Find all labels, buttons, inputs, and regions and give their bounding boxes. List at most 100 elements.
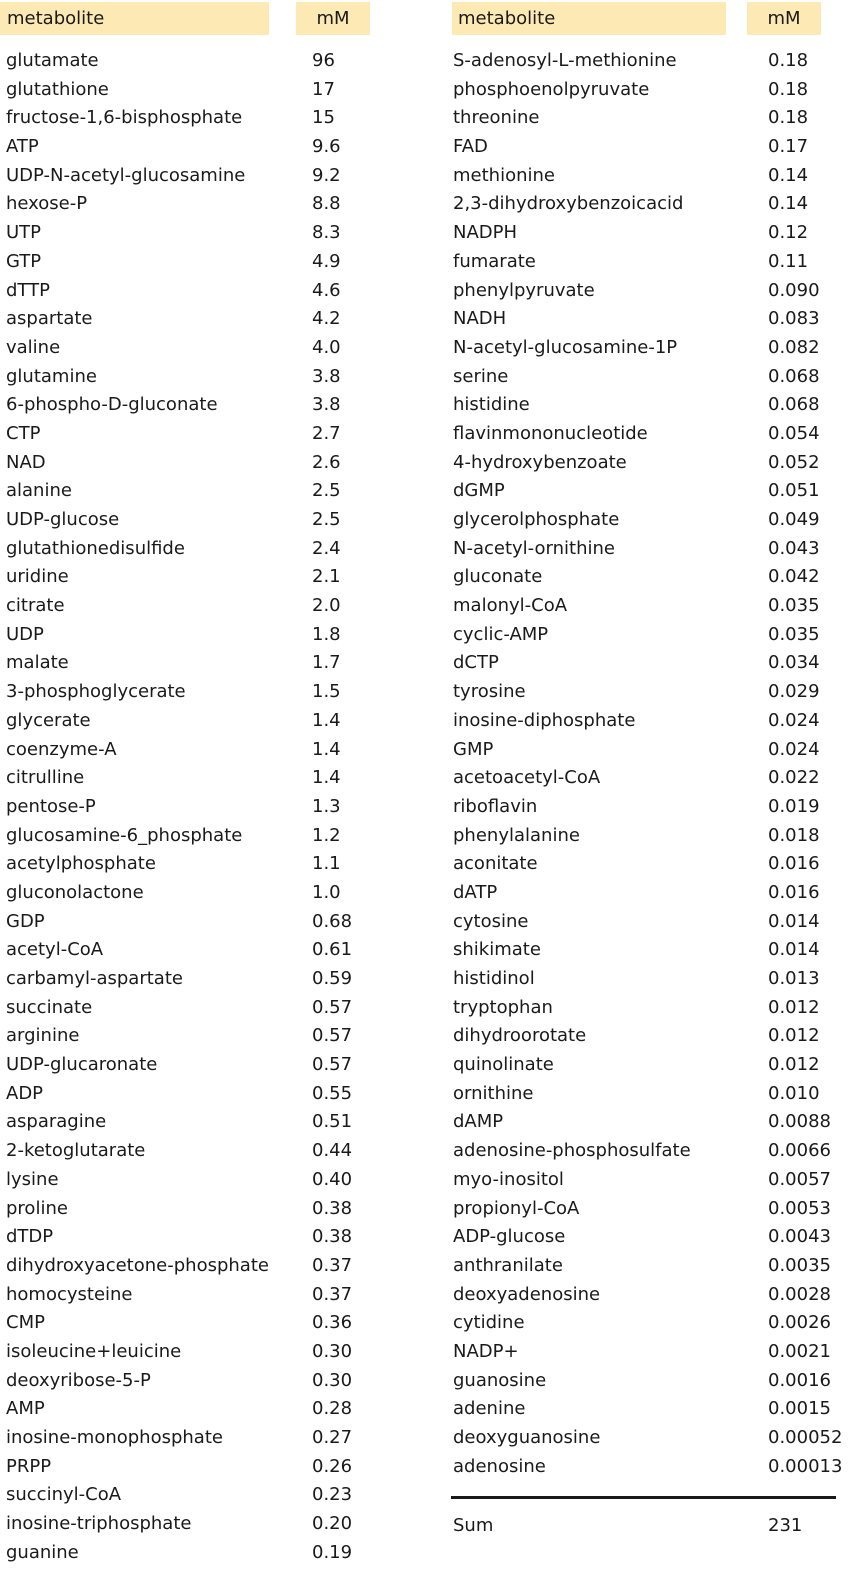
metabolite-name: UTP xyxy=(6,222,42,244)
concentration-value: 0.082 xyxy=(768,336,820,358)
metabolite-name: 3-phosphoglycerate xyxy=(6,681,186,703)
metabolite-name: valine xyxy=(6,336,61,358)
concentration-value: 0.0043 xyxy=(768,1226,831,1248)
metabolite-name: cytidine xyxy=(453,1312,525,1334)
concentration-value: 0.068 xyxy=(768,365,820,387)
table-row: dGMP 0.051 xyxy=(446,477,846,506)
table-row: UDP-N-acetyl-glucosamine 9.2 xyxy=(0,162,380,191)
metabolite-name: quinolinate xyxy=(453,1054,554,1076)
concentration-value: 2.0 xyxy=(312,595,341,617)
metabolite-name: PRPP xyxy=(6,1455,52,1477)
metabolite-name: phenylpyruvate xyxy=(453,279,595,301)
metabolite-name: guanine xyxy=(6,1541,79,1563)
metabolite-name: adenosine-phosphosulfate xyxy=(453,1140,691,1162)
concentration-value: 0.0026 xyxy=(768,1312,831,1334)
table-row: glutamine 3.8 xyxy=(0,363,380,392)
metabolite-name: deoxyguanosine xyxy=(453,1427,601,1448)
concentration-value: 2.6 xyxy=(312,451,341,473)
table-row: phosphoenolpyruvate 0.18 xyxy=(446,76,846,105)
table-row: ADP-glucose 0.0043 xyxy=(446,1223,846,1252)
concentration-value: 0.17 xyxy=(768,136,809,158)
metabolite-name: aconitate xyxy=(453,853,538,875)
metabolite-name: lysine xyxy=(6,1168,59,1190)
table-row: glutamate 96 xyxy=(0,47,380,76)
table-row: succinyl-CoA 0.23 xyxy=(0,1481,380,1510)
sum-value: 231 xyxy=(768,1515,803,1536)
concentration-value: 0.18 xyxy=(768,50,809,71)
metabolite-name: FAD xyxy=(453,136,488,158)
table-row: AMP 0.28 xyxy=(0,1395,380,1424)
metabolite-name: glycerolphosphate xyxy=(453,509,620,530)
concentration-value: 0.0016 xyxy=(768,1369,831,1391)
metabolite-name: GDP xyxy=(6,910,45,932)
metabolite-name: riboflavin xyxy=(453,795,538,817)
concentration-value: 0.57 xyxy=(312,1025,353,1047)
table-row: dihydroorotate 0.012 xyxy=(446,1022,846,1051)
concentration-value: 1.8 xyxy=(312,623,341,645)
table-row: ornithine 0.010 xyxy=(446,1080,846,1109)
concentration-value: 0.20 xyxy=(312,1513,353,1535)
concentration-value: 2.5 xyxy=(312,509,341,530)
metabolite-name: isoleucine+leuicine xyxy=(6,1340,182,1362)
concentration-value: 0.018 xyxy=(768,824,820,846)
header-metabolite: metabolite xyxy=(452,2,726,35)
metabolite-name: acetoacetyl-CoA xyxy=(453,767,601,789)
metabolite-name: phenylalanine xyxy=(453,824,580,846)
metabolite-name: GTP xyxy=(6,250,42,272)
concentration-value: 1.4 xyxy=(312,709,341,731)
metabolite-name: phosphoenolpyruvate xyxy=(453,78,650,100)
metabolite-name: homocysteine xyxy=(6,1283,133,1305)
concentration-value: 0.049 xyxy=(768,509,820,530)
metabolite-name: N-acetyl-glucosamine-1P xyxy=(453,336,678,358)
table-row: citrulline 1.4 xyxy=(0,764,380,793)
table-row: quinolinate 0.012 xyxy=(446,1051,846,1080)
concentration-value: 0.068 xyxy=(768,394,820,416)
table-row: homocysteine 0.37 xyxy=(0,1281,380,1310)
metabolite-name: NAD xyxy=(6,451,46,473)
table-row: carbamyl-aspartate 0.59 xyxy=(0,965,380,994)
metabolite-name: glutamate xyxy=(6,50,99,71)
header-concentration: mM xyxy=(296,2,370,35)
metabolite-name: glutathionedisulfide xyxy=(6,537,185,559)
concentration-value: 0.012 xyxy=(768,1025,820,1047)
table-row: dATP 0.016 xyxy=(446,879,846,908)
table-row: cyclic-AMP 0.035 xyxy=(446,621,846,650)
concentration-value: 0.44 xyxy=(312,1140,353,1162)
metabolite-name: ATP xyxy=(6,136,39,158)
table-row: fumarate 0.11 xyxy=(446,248,846,277)
table-row: NADPH 0.12 xyxy=(446,219,846,248)
concentration-value: 9.6 xyxy=(312,136,341,158)
table-row: dTTP 4.6 xyxy=(0,277,380,306)
concentration-value: 17 xyxy=(312,78,335,100)
metabolite-name: acetylphosphate xyxy=(6,853,156,875)
metabolite-name: deoxyadenosine xyxy=(453,1283,601,1305)
table-row: cytosine 0.014 xyxy=(446,908,846,937)
table-row: riboflavin 0.019 xyxy=(446,793,846,822)
concentration-value: 0.37 xyxy=(312,1254,353,1276)
metabolite-name: dTTP xyxy=(6,279,50,301)
metabolite-name: dGMP xyxy=(453,480,505,502)
table-row: gluconolactone 1.0 xyxy=(0,879,380,908)
table-row: FAD 0.17 xyxy=(446,133,846,162)
table-row: 4-hydroxybenzoate 0.052 xyxy=(446,449,846,478)
concentration-value: 0.18 xyxy=(768,78,809,100)
concentration-value: 0.022 xyxy=(768,767,820,789)
table-row: asparagine 0.51 xyxy=(0,1108,380,1137)
concentration-value: 0.55 xyxy=(312,1082,353,1104)
table-row: dihydroxyacetone-phosphate 0.37 xyxy=(0,1252,380,1281)
concentration-value: 0.010 xyxy=(768,1082,820,1104)
concentration-value: 0.36 xyxy=(312,1312,353,1334)
concentration-value: 0.0021 xyxy=(768,1340,831,1362)
metabolite-name: 4-hydroxybenzoate xyxy=(453,451,627,473)
table-row: GMP 0.024 xyxy=(446,736,846,765)
metabolite-name: deoxyribose-5-P xyxy=(6,1369,151,1391)
concentration-value: 4.9 xyxy=(312,250,341,272)
concentration-value: 0.37 xyxy=(312,1283,353,1305)
metabolite-name: histidinol xyxy=(453,968,535,989)
table-row: S-adenosyl-L-methionine 0.18 xyxy=(446,47,846,76)
metabolite-name: pentose-P xyxy=(6,795,96,817)
header-metabolite: metabolite xyxy=(0,2,269,35)
concentration-value: 0.19 xyxy=(312,1541,353,1563)
concentration-value: 0.28 xyxy=(312,1398,353,1420)
metabolite-name: flavinmononucleotide xyxy=(453,422,648,444)
